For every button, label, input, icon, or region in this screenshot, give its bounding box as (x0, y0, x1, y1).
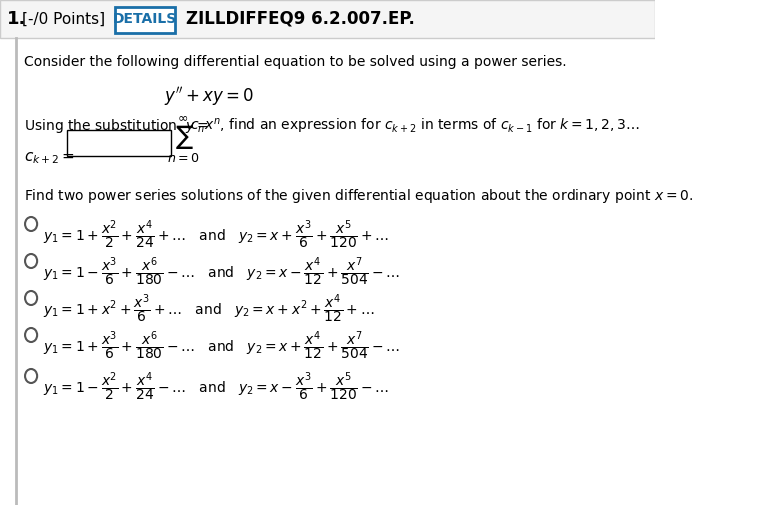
Text: DETAILS: DETAILS (113, 12, 177, 26)
Text: Using the substitution  $y=$: Using the substitution $y=$ (24, 117, 208, 135)
Text: $y'' + xy = 0$: $y'' + xy = 0$ (164, 85, 254, 108)
Text: Consider the following differential equation to be solved using a power series.: Consider the following differential equa… (24, 55, 567, 69)
Text: [-/0 Points]: [-/0 Points] (21, 12, 105, 26)
Text: 1.: 1. (7, 10, 27, 28)
Text: $\sum_{n=0}^{\infty}$: $\sum_{n=0}^{\infty}$ (167, 115, 199, 165)
Text: $y_1 = 1 + \dfrac{x^2}{2} + \dfrac{x^4}{24} + \ldots$   and   $y_2 = x + \dfrac{: $y_1 = 1 + \dfrac{x^2}{2} + \dfrac{x^4}{… (43, 218, 389, 251)
Text: $y_1 = 1 + x^2 + \dfrac{x^3}{6} + \ldots$   and   $y_2 = x + x^2 + \dfrac{x^4}{1: $y_1 = 1 + x^2 + \dfrac{x^3}{6} + \ldots… (43, 292, 374, 325)
Text: Find two power series solutions of the given differential equation about the ord: Find two power series solutions of the g… (24, 187, 694, 205)
Text: $y_1 = 1 + \dfrac{x^3}{6} + \dfrac{x^6}{180} - \ldots$   and   $y_2 = x + \dfrac: $y_1 = 1 + \dfrac{x^3}{6} + \dfrac{x^6}{… (43, 329, 400, 362)
Text: $y_1 = 1 - \dfrac{x^2}{2} + \dfrac{x^4}{24} - \ldots$   and   $y_2 = x - \dfrac{: $y_1 = 1 - \dfrac{x^2}{2} + \dfrac{x^4}{… (43, 370, 389, 403)
FancyBboxPatch shape (0, 0, 655, 38)
Text: ZILLDIFFEQ9 6.2.007.EP.: ZILLDIFFEQ9 6.2.007.EP. (186, 10, 415, 28)
FancyBboxPatch shape (115, 7, 175, 33)
Text: $c_{k+2}=$: $c_{k+2}=$ (24, 150, 75, 166)
FancyBboxPatch shape (67, 130, 171, 156)
Text: $c_n x^n$, find an expression for $c_{k+2}$ in terms of $c_{k-1}$ for $k = 1, 2,: $c_n x^n$, find an expression for $c_{k+… (190, 117, 640, 136)
Text: $y_1 = 1 - \dfrac{x^3}{6} + \dfrac{x^6}{180} - \ldots$   and   $y_2 = x - \dfrac: $y_1 = 1 - \dfrac{x^3}{6} + \dfrac{x^6}{… (43, 255, 400, 288)
